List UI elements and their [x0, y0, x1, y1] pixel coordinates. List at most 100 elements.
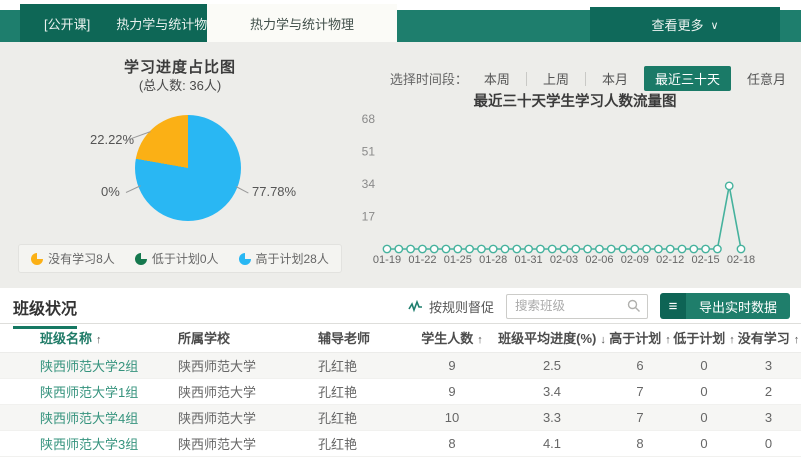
table-cell: 0 [736, 430, 801, 457]
svg-text:02-03: 02-03 [550, 254, 578, 266]
chevron-down-icon: ∨ [710, 19, 719, 32]
table-cell: 2.5 [496, 352, 608, 379]
pie-slice-icon [238, 252, 251, 265]
period-option-2[interactable]: 上周 [542, 72, 569, 87]
svg-text:02-18: 02-18 [727, 254, 755, 266]
svg-text:01-31: 01-31 [515, 254, 543, 266]
view-more-label: 查看更多 [651, 18, 704, 33]
table-cell: 0 [672, 404, 736, 431]
pie-slice-icon [31, 252, 44, 265]
column-header-8[interactable]: 没有学习 ↑ [736, 324, 801, 353]
sort-arrow-icon: ↑ [477, 334, 483, 347]
table-cell: 10 [408, 404, 496, 431]
column-header-6[interactable]: 高于计划 ↑ [608, 324, 672, 353]
supervise-label: 按规则督促 [428, 299, 494, 315]
search-icon[interactable] [627, 299, 641, 313]
export-data-button[interactable]: ≡ 导出实时数据 [659, 293, 790, 319]
pie-legend-wrapper: 没有学习8人 低于计划0人 高于计划28人 [0, 244, 360, 273]
line-chart: 17 34 51 68 01-19 01-22 01-25 01-28 01-31 02-03 02… [362, 112, 755, 266]
column-header-label: 学生人数 [421, 331, 474, 347]
column-header-label: 辅导老师 [318, 331, 371, 347]
legend-item[interactable]: 没有学习8人 [31, 250, 115, 267]
pie-chart-title: 学习进度占比图 [123, 59, 236, 76]
table-row[interactable]: 陕西师范大学1组 陕西师范大学 孔红艳 9 3.4 7 0 2 [0, 378, 801, 405]
svg-text:01-22: 01-22 [408, 254, 436, 266]
class-name-link[interactable]: 陕西师范大学4组 [0, 404, 160, 431]
table-cell: 4.1 [496, 430, 608, 457]
export-label: 导出实时数据 [685, 293, 790, 319]
table-body: 陕西师范大学2组 陕西师范大学 孔红艳 9 2.5 6 0 3 陕西师范大学1组 陕西师范大学 孔红… [0, 352, 801, 457]
table-cell: 孔红艳 [296, 352, 408, 379]
table-cell: 3 [736, 404, 801, 431]
legend-item[interactable]: 低于计划0人 [134, 250, 219, 267]
search-box [505, 293, 648, 319]
table-cell: 7 [608, 404, 672, 431]
class-name-link[interactable]: 陕西师范大学1组 [0, 378, 160, 405]
pie-label-yellow: 22.22% [90, 132, 135, 147]
legend-item[interactable]: 高于计划28人 [238, 250, 329, 267]
class-name-link[interactable]: 陕西师范大学2组 [0, 352, 160, 379]
column-header-2: 所属学校 [160, 324, 296, 353]
list-icon: ≡ [659, 293, 686, 319]
table-cell: 6 [608, 352, 672, 379]
table-cell: 7 [608, 378, 672, 405]
supervise-button[interactable]: 按规则督促 [408, 297, 494, 316]
tab-open-course[interactable]: [公开课] 热力学与统计物理 [20, 4, 245, 42]
course-tag: [公开课] [44, 16, 91, 32]
section-title: 班级状况 [13, 295, 78, 329]
table-cell: 3.3 [496, 404, 608, 431]
table-cell: 3.4 [496, 378, 608, 405]
tab-active-course[interactable]: 热力学与统计物理 [207, 4, 397, 42]
column-header-5[interactable]: 班级平均进度(%) ↓ [496, 324, 608, 353]
line-chart-title: 最近三十天学生学习人数流量图 [473, 94, 677, 110]
table-cell: 0 [672, 378, 736, 405]
table-row[interactable]: 陕西师范大学2组 陕西师范大学 孔红艳 9 2.5 6 0 3 [0, 352, 801, 379]
column-header-label: 所属学校 [178, 331, 231, 347]
pie-chart[interactable] [135, 115, 241, 221]
table-row[interactable]: 陕西师范大学4组 陕西师范大学 孔红艳 10 3.3 7 0 3 [0, 404, 801, 431]
svg-text:34: 34 [362, 177, 376, 191]
svg-text:01-28: 01-28 [479, 254, 507, 266]
legend-label: 低于计划0人 [151, 252, 219, 266]
search-input[interactable] [505, 293, 648, 319]
svg-text:68: 68 [362, 112, 376, 126]
table-cell: 孔红艳 [296, 430, 408, 457]
period-option-3[interactable]: 本月 [601, 72, 628, 87]
table-toolbar: 按规则督促 ≡ 导出实时数据 [408, 293, 790, 319]
class-name-link[interactable]: 陕西师范大学3组 [0, 430, 160, 457]
class-status-section: 班级状况 按规则督促 ≡ 导出实时数据 [0, 288, 801, 468]
view-more-button[interactable]: 查看更多 ∨ [590, 7, 780, 42]
period-option-1[interactable]: 本周 [483, 72, 510, 87]
svg-text:02-15: 02-15 [692, 254, 720, 266]
class-status-table: 班级名称 ↑ 所属学校 辅导老师 学生人数 ↑ 班级平均进度(%) ↓ 高于计划 ↑ 低于计划 ↑ 没有… [0, 324, 801, 457]
sort-arrow-icon: ↑ [793, 334, 800, 347]
table-row[interactable]: 陕西师范大学3组 陕西师范大学 孔红艳 8 4.1 8 0 0 [0, 430, 801, 457]
svg-text:02-06: 02-06 [585, 254, 613, 266]
period-option-5[interactable]: 任意月 [746, 72, 786, 87]
period-option-4[interactable]: 最近三十天 [643, 66, 731, 91]
sort-arrow-icon: ↑ [729, 334, 735, 347]
period-selector: 选择时间段： 本周 上周 本月 最近三十天 任意月 [390, 66, 790, 91]
table-header-row: 班级名称 ↑ 所属学校 辅导老师 学生人数 ↑ 班级平均进度(%) ↓ 高于计划 ↑ 低于计划 ↑ 没有… [0, 324, 801, 353]
separator [525, 71, 527, 86]
column-header-7[interactable]: 低于计划 ↑ [672, 324, 736, 353]
table-cell: 2 [736, 378, 801, 405]
table-cell: 陕西师范大学 [160, 352, 296, 379]
legend-label: 高于计划28人 [255, 252, 329, 266]
table-cell: 孔红艳 [296, 378, 408, 405]
svg-text:01-19: 01-19 [373, 254, 401, 266]
sort-arrow-icon: ↓ [600, 334, 606, 347]
pie-connector-line [235, 186, 249, 194]
column-header-label: 低于计划 [673, 331, 726, 347]
period-selector-options: 本周 上周 本月 最近三十天 任意月 [480, 66, 790, 91]
svg-text:02-09: 02-09 [621, 254, 649, 266]
pie-slice-icon [134, 252, 147, 265]
pie-chart-subtitle: (总人数: 36人) [138, 78, 222, 93]
table-cell: 8 [408, 430, 496, 457]
column-header-4[interactable]: 学生人数 ↑ [408, 324, 496, 353]
column-header-3: 辅导老师 [296, 324, 408, 353]
separator [584, 71, 586, 86]
table-cell: 0 [672, 430, 736, 457]
column-header-label: 没有学习 [737, 331, 790, 347]
table-cell: 0 [672, 352, 736, 379]
